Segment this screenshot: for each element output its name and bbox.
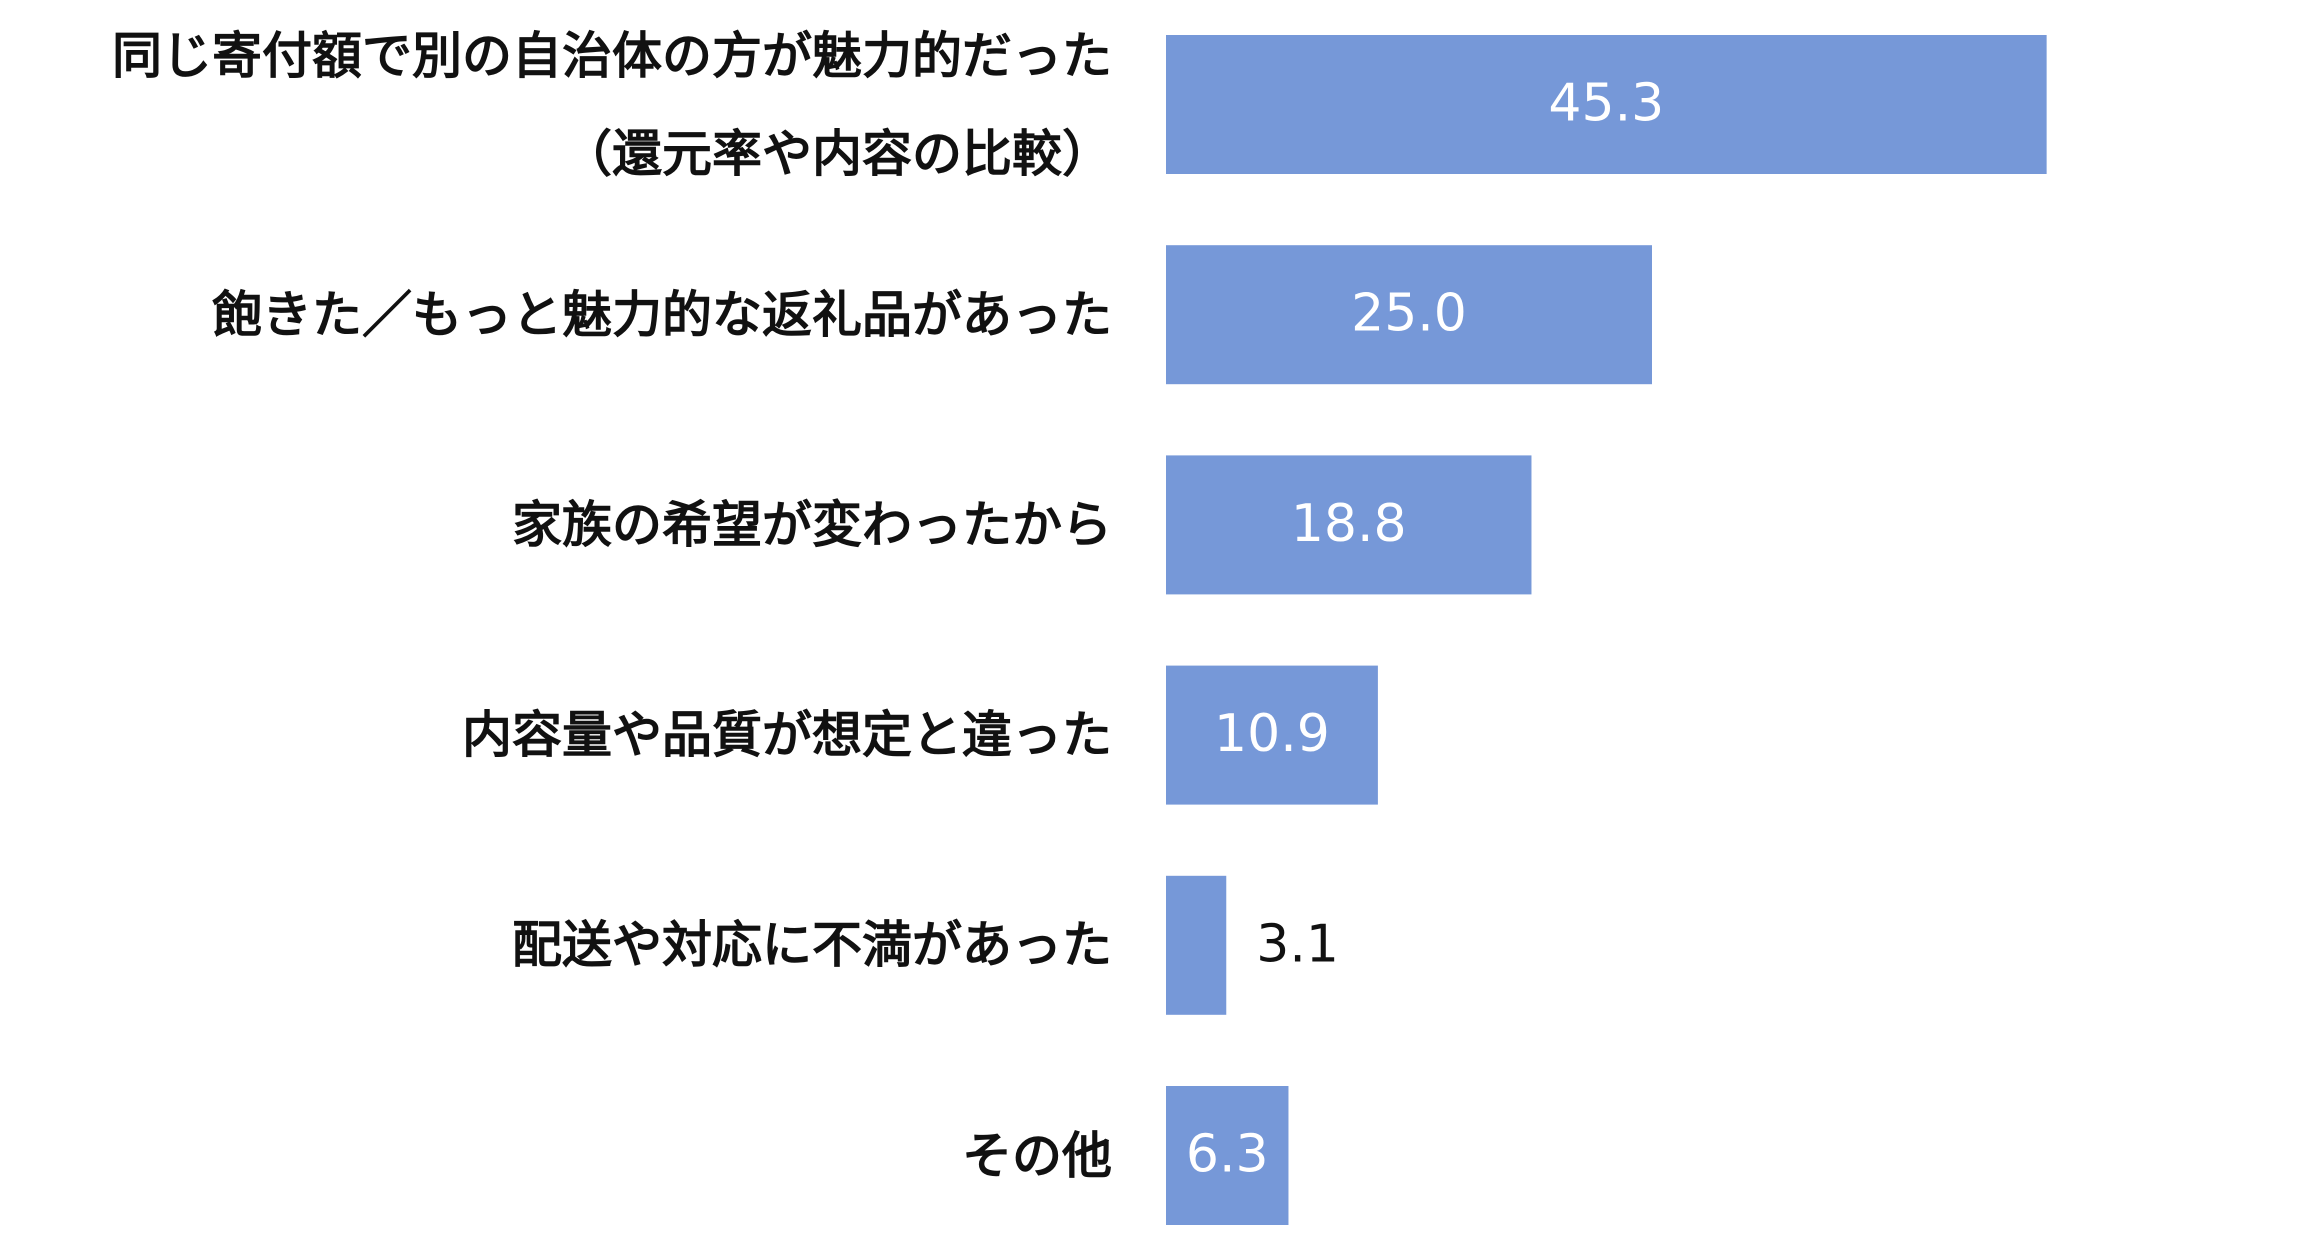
- value-label: 10.9: [1214, 704, 1330, 764]
- category-label: 家族の希望が変わったから: [512, 495, 1112, 554]
- bar: [1166, 875, 1227, 1015]
- category-label: その他: [962, 1126, 1112, 1185]
- bar: [1166, 1086, 1289, 1225]
- category-label: 飽きた／もっと魅力的な返礼品があった: [212, 285, 1112, 344]
- value-label: 25.0: [1351, 284, 1467, 344]
- value-label: 45.3: [1548, 74, 1664, 134]
- category-label: 同じ寄付額で別の自治体の方が魅力的だった （還元率や内容の比較）: [112, 26, 1112, 183]
- value-label: 18.8: [1291, 494, 1407, 554]
- value-label: 6.3: [1186, 1125, 1269, 1185]
- value-label: 3.1: [1256, 914, 1339, 974]
- category-label: 内容量や品質が想定と違った: [462, 706, 1112, 765]
- category-label: 配送や対応に不満があった: [512, 916, 1112, 975]
- bar: [1166, 245, 1652, 385]
- bar: [1166, 35, 2047, 174]
- bar: [1166, 665, 1378, 805]
- bar: [1166, 455, 1532, 595]
